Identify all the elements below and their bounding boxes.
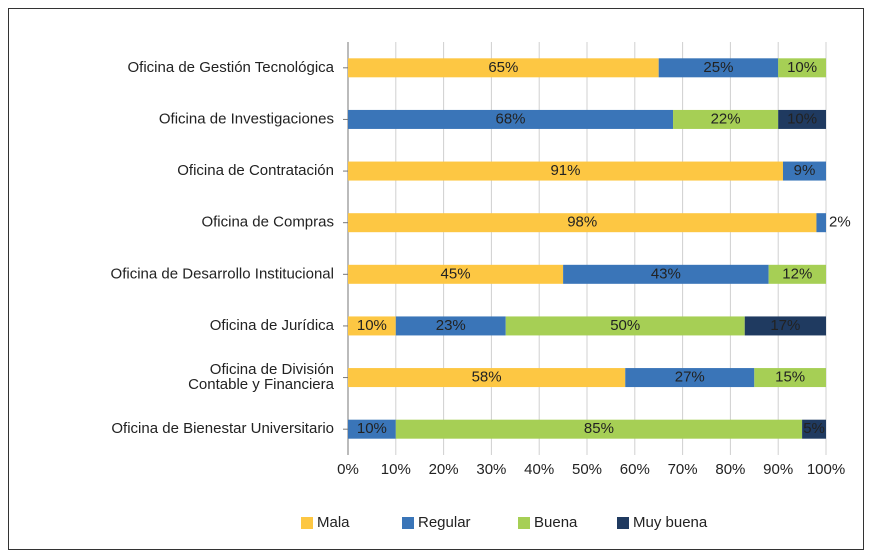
data-label: 91% [550, 162, 580, 179]
legend-swatch [402, 517, 414, 529]
x-tick-label: 90% [763, 461, 793, 478]
data-label: 50% [610, 317, 640, 334]
data-label: 17% [770, 317, 800, 334]
y-tick-label: Oficina de Jurídica [210, 317, 335, 334]
data-label: 98% [567, 214, 597, 231]
legend-swatch [301, 517, 313, 529]
bar-segment [802, 419, 826, 439]
data-label: 25% [703, 59, 733, 76]
x-tick-label: 70% [668, 461, 698, 478]
y-tick-label-line: Contable y Financiera [188, 376, 335, 393]
data-label: 23% [436, 317, 466, 334]
x-tick-label: 20% [429, 461, 459, 478]
bar-segment [778, 58, 826, 78]
data-label: 5% [803, 420, 825, 437]
bar-segment [754, 368, 826, 388]
data-label: 2% [829, 214, 851, 231]
legend-swatch [518, 517, 530, 529]
data-label: 10% [787, 59, 817, 76]
x-tick-label: 10% [381, 461, 411, 478]
x-tick-label: 30% [476, 461, 506, 478]
legend-label: Muy buena [633, 514, 708, 531]
bar-segment [505, 316, 745, 336]
bar-segment [348, 58, 659, 78]
x-tick-label: 50% [572, 461, 602, 478]
data-label: 12% [782, 265, 812, 282]
bar-segment [348, 368, 626, 388]
y-tick-label: Oficina de Compras [201, 214, 334, 231]
bar-segment [658, 58, 779, 78]
data-label: 45% [441, 265, 471, 282]
bar-segment [395, 419, 803, 439]
bar-segment [744, 316, 826, 336]
y-tick-label: Oficina de División Contable y Financiera [188, 361, 335, 393]
x-tick-label: 0% [337, 461, 359, 478]
data-label: 10% [787, 110, 817, 127]
bar-segment [563, 264, 769, 284]
data-label: 9% [794, 162, 816, 179]
bar-segment [673, 109, 779, 129]
bar-segment [768, 264, 826, 284]
bar-segment [778, 109, 826, 129]
data-label: 85% [584, 420, 614, 437]
bar-segment [625, 368, 755, 388]
data-label: 58% [472, 369, 502, 386]
y-tick-label: Oficina de Contratación [177, 162, 334, 179]
x-tick-label: 100% [807, 461, 845, 478]
data-label: 10% [357, 317, 387, 334]
y-tick-label-line: Oficina de División [210, 361, 334, 378]
data-label: 27% [675, 369, 705, 386]
y-tick-label: Oficina de Desarrollo Institucional [111, 265, 334, 282]
x-tick-label: 60% [620, 461, 650, 478]
bar-segment [816, 213, 826, 233]
y-tick-label: Oficina de Bienestar Universitario [111, 420, 334, 437]
bar-segment [395, 316, 506, 336]
bar-segment [348, 109, 674, 129]
bar-segment [348, 419, 396, 439]
bar-segment [348, 264, 564, 284]
legend-label: Regular [418, 514, 471, 531]
y-tick-label: Oficina de Gestión Tecnológica [127, 59, 334, 76]
bar-segment [348, 161, 783, 181]
legend-swatch [617, 517, 629, 529]
x-tick-label: 80% [715, 461, 745, 478]
legend-label: Buena [534, 514, 578, 531]
data-label: 43% [651, 265, 681, 282]
legend-label: Mala [317, 514, 350, 531]
data-label: 10% [357, 420, 387, 437]
y-tick-label: Oficina de Investigaciones [159, 110, 334, 127]
data-label: 68% [496, 110, 526, 127]
data-label: 22% [711, 110, 741, 127]
x-tick-label: 40% [524, 461, 554, 478]
bar-segment [348, 316, 396, 336]
bar-segment [782, 161, 826, 181]
bar-segment [348, 213, 817, 233]
data-label: 65% [488, 59, 518, 76]
data-label: 15% [775, 369, 805, 386]
